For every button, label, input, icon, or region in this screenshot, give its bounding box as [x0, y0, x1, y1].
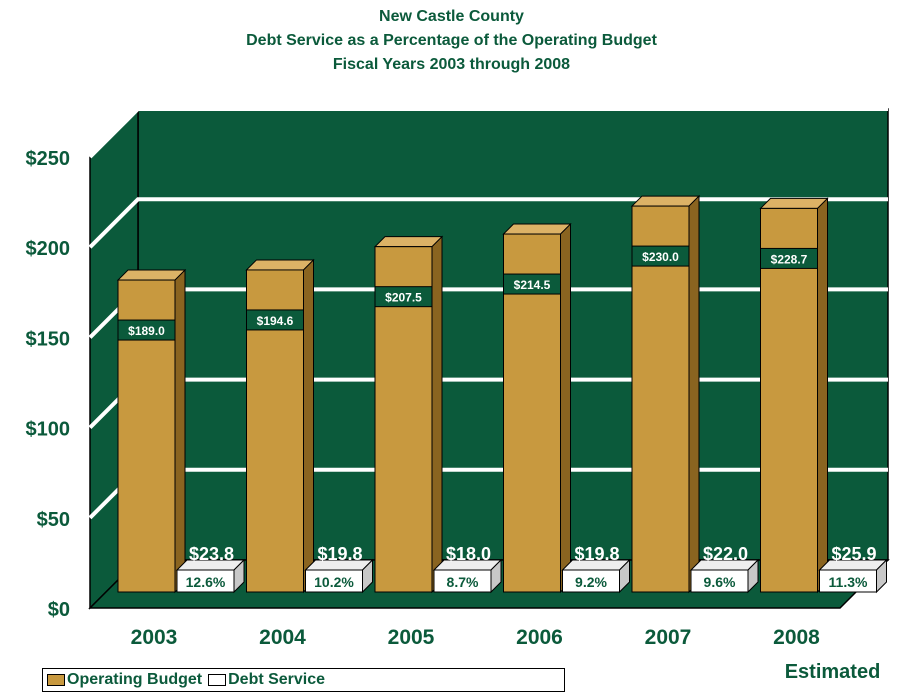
- operating-value-box: [760, 247, 818, 269]
- debt-value-label: $19.8: [317, 544, 362, 564]
- legend-label-debt-service: Debt Service: [228, 671, 326, 688]
- operating-budget-bar-side: [560, 222, 571, 594]
- debt-value-label: $23.8: [189, 544, 234, 564]
- debt-service-bar: [433, 569, 492, 593]
- operating-budget-bar-side: [817, 197, 828, 594]
- legend-item-operating-budget: Operating Budget: [47, 671, 202, 689]
- gridline: [88, 197, 888, 249]
- y-tick-label: $50: [37, 509, 70, 531]
- operating-value-label: $230.0: [642, 250, 679, 264]
- x-tick-sublabel: Estimated: [785, 661, 881, 683]
- operating-budget-bar-top: [245, 259, 315, 271]
- y-tick-label: $200: [26, 238, 71, 260]
- operating-budget-bar: [631, 205, 690, 593]
- debt-service-bar: [305, 569, 363, 593]
- y-tick-label: $250: [26, 148, 71, 170]
- debt-percent-label: 12.6%: [186, 574, 226, 590]
- debt-service-bar: [562, 569, 620, 593]
- y-tick-label: $150: [26, 328, 71, 350]
- legend-swatch-operating-budget: [47, 674, 65, 686]
- debt-percent-label: 9.6%: [704, 574, 736, 590]
- debt-value-label: $18.0: [446, 544, 491, 564]
- y-tick-label: $100: [26, 419, 71, 441]
- operating-value-label: $228.7: [771, 252, 808, 266]
- operating-budget-bar: [760, 207, 818, 593]
- debt-value-label: $19.8: [574, 544, 619, 564]
- chart-title-line-1: New Castle County: [379, 8, 524, 25]
- x-tick-label: 2008: [773, 626, 820, 649]
- operating-value-box: [503, 273, 561, 295]
- operating-value-box: [374, 286, 433, 308]
- operating-budget-bar-top: [630, 195, 701, 207]
- x-tick-label: 2007: [645, 626, 692, 649]
- operating-value-label: $207.5: [385, 291, 422, 305]
- x-tick-label: 2006: [516, 626, 563, 649]
- debt-percent-label: 10.2%: [314, 574, 354, 590]
- operating-budget-bar-side: [431, 235, 443, 594]
- operating-value-box: [117, 319, 176, 341]
- debt-percent-label: 8.7%: [447, 574, 479, 590]
- operating-value-label: $214.5: [514, 278, 551, 292]
- legend-item-debt-service: Debt Service: [208, 671, 325, 689]
- operating-budget-bar-top: [116, 269, 187, 281]
- operating-value-box: [246, 309, 304, 331]
- operating-budget-bar-top: [759, 197, 829, 209]
- legend-swatch-debt-service: [208, 674, 227, 686]
- debt-percent-label: 9.2%: [575, 574, 607, 590]
- operating-budget-bar-side: [688, 194, 700, 594]
- chart-title-line-3: Fiscal Years 2003 through 2008: [332, 56, 571, 73]
- operating-value-label: $189.0: [128, 324, 165, 338]
- debt-service-bar: [819, 569, 877, 593]
- operating-budget-bar-top: [502, 223, 572, 235]
- x-tick-label: 2005: [388, 626, 435, 649]
- debt-percent-label: 11.3%: [829, 574, 868, 590]
- operating-value-label: $194.6: [257, 314, 294, 328]
- y-tick-label: $0: [48, 599, 70, 621]
- legend: Operating Budget Debt Service: [42, 668, 565, 692]
- operating-value-box: [631, 245, 690, 267]
- debt-value-label: $22.0: [703, 544, 748, 564]
- operating-budget-bar-side: [174, 268, 186, 594]
- debt-service-bar: [176, 569, 235, 593]
- gridline: [88, 107, 888, 159]
- operating-budget-bar-top: [373, 236, 444, 248]
- x-tick-label: 2004: [259, 626, 306, 649]
- x-tick-label: 2003: [131, 626, 178, 649]
- debt-service-bar: [690, 569, 749, 593]
- debt-value-label: $25.9: [831, 544, 876, 564]
- chart-title-line-2: Debt Service as a Percentage of the Oper…: [246, 32, 657, 49]
- legend-label-operating-budget: Operating Budget: [67, 671, 203, 688]
- operating-budget-bar-side: [303, 258, 314, 594]
